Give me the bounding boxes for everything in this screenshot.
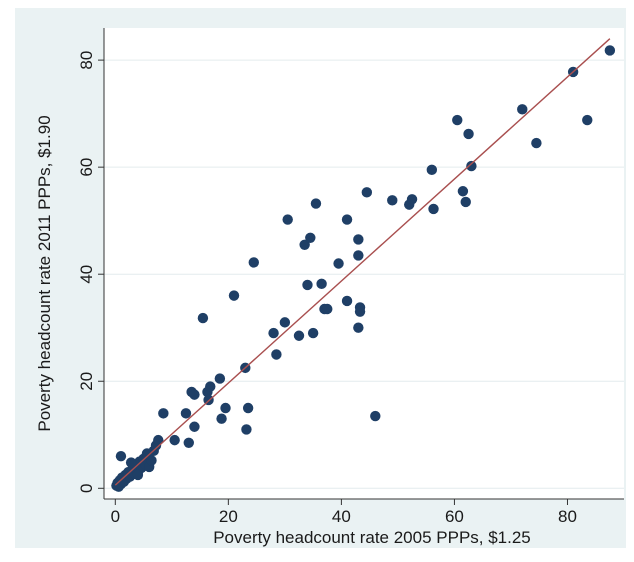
x-tick-label: 20 [219, 507, 238, 526]
x-axis-title: Poverty headcount rate 2005 PPPs, $1.25 [213, 528, 531, 547]
scatter-point [354, 306, 366, 317]
scatter-point [316, 278, 327, 290]
scatter-point [428, 203, 439, 215]
scatter-point [153, 434, 164, 446]
scatter-chart: 0 20 40 60 80 0 20 40 60 80 Poverty headcount rat… [35, 28, 624, 547]
scatter-point [189, 421, 200, 432]
scatter-point [271, 349, 282, 360]
x-tick-label: 80 [558, 507, 577, 526]
scatter-point [604, 45, 616, 56]
fit-line [114, 38, 611, 486]
x-tick-label: 40 [332, 507, 351, 526]
scatter-point [426, 164, 438, 176]
scatter-point [460, 196, 471, 208]
scatter-point [302, 279, 313, 291]
scatter-point [322, 303, 333, 315]
scatter-point [353, 322, 364, 333]
scatter-point [228, 290, 240, 301]
grid-lines [104, 59, 624, 489]
chart-figure: 0 20 40 60 80 0 20 40 60 80 Poverty headcount rat… [15, 8, 626, 548]
scatter-point [310, 198, 322, 209]
scatter-point [189, 389, 200, 400]
scatter-point [183, 437, 194, 449]
scatter-point [370, 410, 381, 422]
x-tick-label: 60 [445, 507, 464, 526]
scatter-point [115, 450, 127, 462]
fit-line-group [114, 38, 611, 486]
scatter-point [132, 469, 144, 481]
scatter-point [180, 408, 192, 419]
y-tick-label: 60 [77, 158, 96, 177]
scatter-point [169, 434, 180, 446]
y-tick-label: 0 [77, 484, 96, 493]
y-axis-title: Poverty headcount rate 2011 PPPs, $1.90 [35, 115, 54, 431]
axes [98, 28, 624, 505]
scatter-point [387, 195, 398, 206]
scatter-point [305, 232, 316, 244]
scatter-point [242, 402, 254, 414]
scatter-point [353, 250, 364, 261]
scatter-point [268, 327, 279, 339]
y-tick-label: 80 [77, 51, 96, 70]
scatter-point [361, 187, 373, 198]
scatter-point [463, 128, 474, 140]
scatter-point [406, 194, 418, 205]
scatter-point [214, 373, 226, 384]
scatter-point [282, 214, 293, 225]
x-tick-label: 0 [111, 507, 120, 526]
scatter-point [582, 114, 593, 126]
scatter-point [241, 424, 252, 435]
scatter-point [205, 381, 216, 392]
scatter-point [216, 413, 227, 424]
scatter-point [452, 114, 463, 126]
scatter-point [531, 137, 542, 149]
scatter-point [333, 258, 344, 269]
scatter-point [341, 295, 353, 307]
scatter-point [457, 186, 469, 197]
scatter-point [158, 408, 169, 419]
scatter-points [111, 45, 616, 492]
plot-area [104, 28, 624, 499]
scatter-point [293, 330, 305, 341]
scatter-point [353, 234, 364, 245]
scatter-point [220, 402, 231, 414]
y-tick-label: 40 [77, 265, 96, 284]
tick-labels: 0 20 40 60 80 0 20 40 60 80 [77, 51, 577, 526]
scatter-point [279, 317, 291, 328]
scatter-point [307, 327, 319, 339]
scatter-point [517, 104, 528, 115]
scatter-point [197, 312, 209, 324]
scatter-point [341, 214, 353, 225]
scatter-point [466, 160, 477, 172]
scatter-point [125, 457, 137, 468]
scatter-point [248, 257, 259, 268]
scatter-point [299, 239, 310, 250]
y-tick-label: 20 [77, 372, 96, 391]
scatter-point [146, 455, 157, 466]
